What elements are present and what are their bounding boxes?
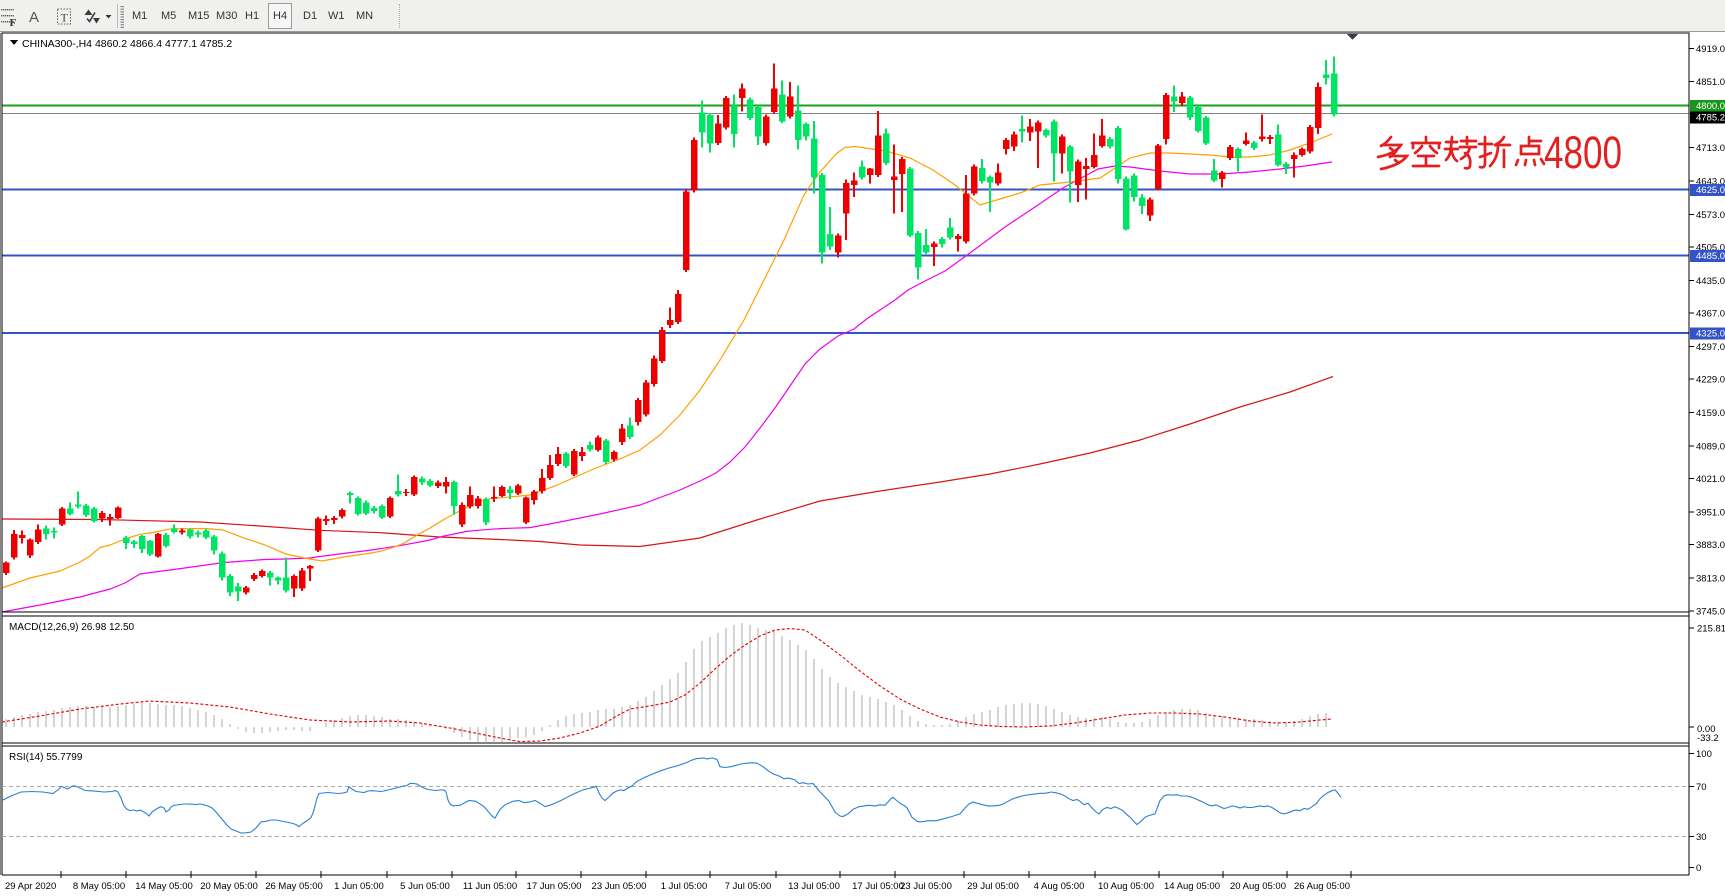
svg-text:4229.0: 4229.0 <box>1696 375 1725 386</box>
svg-text:13 Jul 05:00: 13 Jul 05:00 <box>788 881 840 892</box>
svg-text:0.00: 0.00 <box>1697 724 1716 735</box>
svg-text:4021.0: 4021.0 <box>1696 474 1725 485</box>
svg-text:1 Jul 05:00: 1 Jul 05:00 <box>661 881 707 892</box>
svg-text:4919.0: 4919.0 <box>1696 44 1725 55</box>
svg-text:3813.0: 3813.0 <box>1696 574 1725 585</box>
svg-text:26 Aug 05:00: 26 Aug 05:00 <box>1294 881 1350 892</box>
svg-text:3951.0: 3951.0 <box>1696 508 1725 519</box>
svg-text:MACD(12,26,9) 26.98 12.50: MACD(12,26,9) 26.98 12.50 <box>9 622 135 633</box>
svg-text:4159.0: 4159.0 <box>1696 408 1725 419</box>
svg-text:20 Aug 05:00: 20 Aug 05:00 <box>1230 881 1286 892</box>
svg-text:1 Jun 05:00: 1 Jun 05:00 <box>334 881 384 892</box>
svg-text:CHINA300-,H4 4860.2 4866.4 47: CHINA300-,H4 4860.2 4866.4 4777.1 4785.2 <box>22 38 232 50</box>
svg-text:4800: 4800 <box>1544 127 1622 178</box>
svg-text:20 May 05:00: 20 May 05:00 <box>200 881 258 892</box>
svg-text:7 Jul 05:00: 7 Jul 05:00 <box>725 881 771 892</box>
svg-text:8 May 05:00: 8 May 05:00 <box>73 881 125 892</box>
svg-text:4800.0: 4800.0 <box>1696 101 1725 112</box>
svg-text:4089.0: 4089.0 <box>1696 442 1725 453</box>
svg-text:RSI(14) 55.7799: RSI(14) 55.7799 <box>9 752 83 763</box>
svg-text:215.81: 215.81 <box>1697 624 1725 635</box>
svg-text:4325.0: 4325.0 <box>1696 329 1725 340</box>
svg-text:4485.0: 4485.0 <box>1696 251 1725 262</box>
svg-text:4625.0: 4625.0 <box>1696 185 1725 196</box>
svg-text:17 Jun 05:00: 17 Jun 05:00 <box>527 881 582 892</box>
svg-text:3883.0: 3883.0 <box>1696 540 1725 551</box>
svg-text:-33.2: -33.2 <box>1697 733 1719 744</box>
svg-text:100: 100 <box>1696 749 1712 760</box>
svg-text:70: 70 <box>1696 782 1707 793</box>
svg-text:4367.0: 4367.0 <box>1696 309 1725 320</box>
svg-text:14 Aug 05:00: 14 Aug 05:00 <box>1164 881 1220 892</box>
svg-text:4643.0: 4643.0 <box>1696 177 1725 188</box>
svg-text:14 May 05:00: 14 May 05:00 <box>135 881 193 892</box>
svg-text:23 Jul 05:00: 23 Jul 05:00 <box>900 881 952 892</box>
svg-text:11 Jun 05:00: 11 Jun 05:00 <box>463 881 517 892</box>
svg-text:4573.0: 4573.0 <box>1696 210 1725 221</box>
svg-text:4851.0: 4851.0 <box>1696 77 1725 88</box>
svg-text:17 Jul 05:00: 17 Jul 05:00 <box>852 881 904 892</box>
svg-text:F: F <box>10 17 17 29</box>
svg-text:4785.2: 4785.2 <box>1696 113 1725 124</box>
svg-text:T: T <box>61 11 69 25</box>
svg-text:A: A <box>29 9 39 26</box>
svg-text:26 May 05:00: 26 May 05:00 <box>265 881 323 892</box>
svg-text:0: 0 <box>1696 863 1701 874</box>
svg-text:29 Jul 05:00: 29 Jul 05:00 <box>967 881 1019 892</box>
svg-text:30: 30 <box>1696 832 1707 843</box>
svg-text:29 Apr 2020: 29 Apr 2020 <box>5 881 56 892</box>
svg-text:10 Aug 05:00: 10 Aug 05:00 <box>1098 881 1154 892</box>
svg-text:4505.0: 4505.0 <box>1696 243 1725 254</box>
svg-text:4713.0: 4713.0 <box>1696 143 1725 154</box>
svg-text:4297.0: 4297.0 <box>1696 342 1725 353</box>
svg-text:3745.0: 3745.0 <box>1696 607 1725 618</box>
svg-text:4 Aug 05:00: 4 Aug 05:00 <box>1034 881 1085 892</box>
svg-text:4435.0: 4435.0 <box>1696 276 1725 287</box>
svg-text:23 Jun 05:00: 23 Jun 05:00 <box>592 881 647 892</box>
svg-text:5 Jun 05:00: 5 Jun 05:00 <box>400 881 450 892</box>
